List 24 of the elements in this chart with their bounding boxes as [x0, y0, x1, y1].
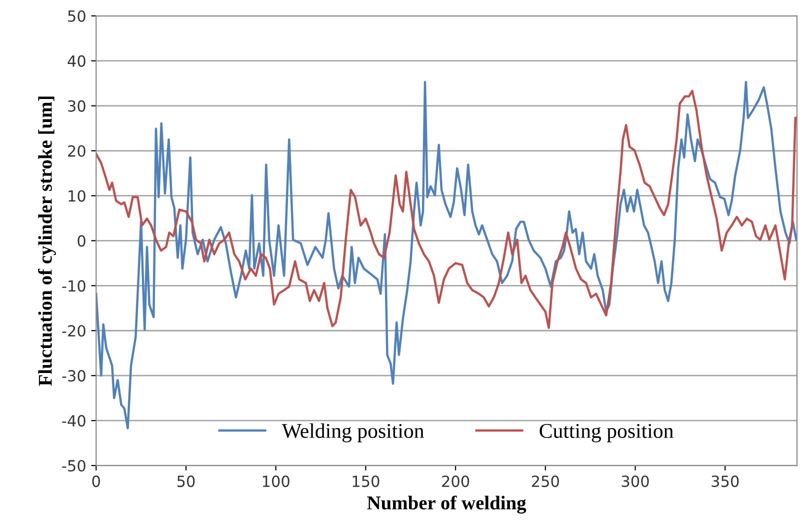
y-tick-label: 40 [68, 55, 86, 67]
y-tick-label: 20 [68, 145, 86, 157]
y-tick-label: -10 [62, 280, 86, 292]
y-tick-label: 10 [68, 190, 86, 202]
y-tick-label: 50 [68, 10, 86, 22]
y-tick-label: -20 [62, 325, 86, 337]
x-tick-label: 0 [92, 476, 100, 488]
y-axis-title: Fluctuation of cylinder stroke [um] [38, 96, 56, 386]
legend-label: Cutting position [540, 424, 674, 442]
x-tick-label: 150 [352, 476, 380, 488]
line-series [96, 90, 796, 330]
y-tick-label: 30 [68, 100, 86, 112]
y-tick-label: -40 [62, 415, 86, 427]
legend-label: Welding position [282, 423, 424, 442]
x-tick-label: 50 [177, 476, 195, 488]
x-tick-label: 200 [442, 476, 470, 488]
x-tick-label: 100 [262, 476, 290, 488]
x-tick-label: 300 [622, 476, 649, 488]
y-tick-label: 0 [78, 235, 86, 247]
x-tick-label: 350 [712, 476, 739, 488]
y-tick-label: -50 [62, 460, 86, 472]
y-tick-label: -30 [62, 370, 86, 382]
x-axis-title: Number of welding [367, 496, 526, 514]
x-tick-label: 250 [532, 476, 559, 488]
